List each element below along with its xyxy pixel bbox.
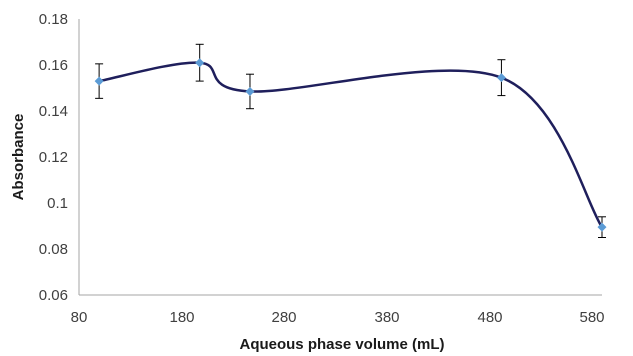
data-point xyxy=(597,222,607,232)
y-tick-label: 0.14 xyxy=(39,103,68,120)
x-tick-label: 80 xyxy=(71,309,88,326)
y-tick-labels: 0.06 0.08 0.1 0.12 0.14 0.16 0.18 xyxy=(39,11,68,304)
data-point xyxy=(94,76,104,86)
y-axis-title: Absorbance xyxy=(10,114,27,201)
x-tick-label: 280 xyxy=(271,309,296,326)
y-tick-label: 0.06 xyxy=(39,287,68,304)
y-tick-label: 0.12 xyxy=(39,149,68,166)
y-tick-label: 0.08 xyxy=(39,241,68,258)
data-point xyxy=(496,73,506,83)
x-tick-label: 480 xyxy=(477,309,502,326)
y-tick-label: 0.1 xyxy=(47,195,68,212)
x-tick-label: 180 xyxy=(169,309,194,326)
x-tick-label: 580 xyxy=(579,309,604,326)
data-point xyxy=(195,58,205,68)
x-tick-label: 380 xyxy=(374,309,399,326)
plot-area xyxy=(78,19,607,296)
y-tick-label: 0.18 xyxy=(39,11,68,28)
x-tick-labels: 80 180 280 380 480 580 xyxy=(71,309,605,326)
y-tick-label: 0.16 xyxy=(39,57,68,74)
series-line xyxy=(98,61,604,228)
data-point xyxy=(245,86,255,96)
x-axis-title: Aqueous phase volume (mL) xyxy=(239,336,444,353)
